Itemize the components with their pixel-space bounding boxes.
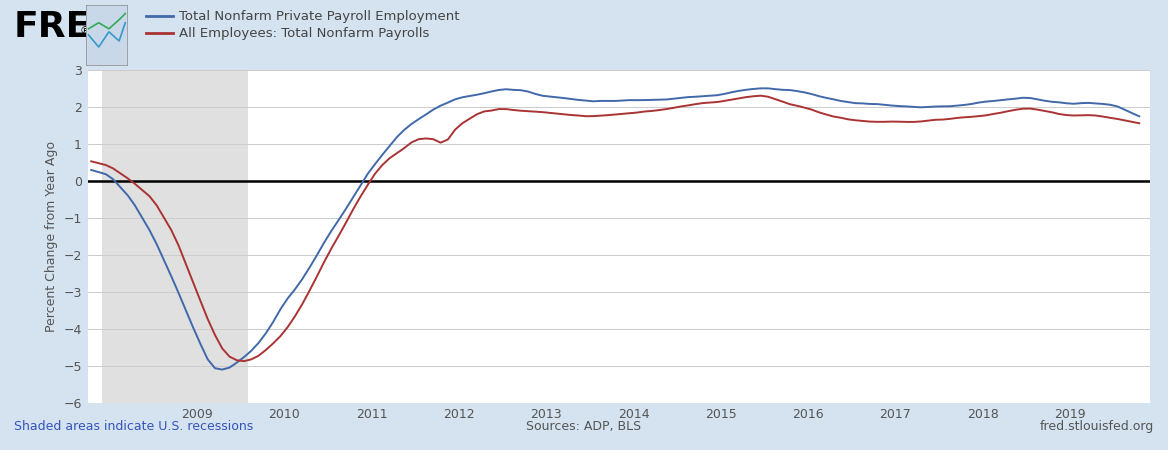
Legend: Total Nonfarm Private Payroll Employment, All Employees: Total Nonfarm Payrolls: Total Nonfarm Private Payroll Employment… bbox=[141, 5, 465, 46]
Bar bbox=[102, 70, 248, 403]
Text: ®: ® bbox=[79, 27, 90, 36]
Text: Sources: ADP, BLS: Sources: ADP, BLS bbox=[527, 420, 641, 433]
Y-axis label: Percent Change from Year Ago: Percent Change from Year Ago bbox=[46, 141, 58, 332]
Text: Shaded areas indicate U.S. recessions: Shaded areas indicate U.S. recessions bbox=[14, 420, 253, 433]
Text: FRED: FRED bbox=[14, 9, 121, 44]
Text: fred.stlouisfed.org: fred.stlouisfed.org bbox=[1040, 420, 1154, 433]
